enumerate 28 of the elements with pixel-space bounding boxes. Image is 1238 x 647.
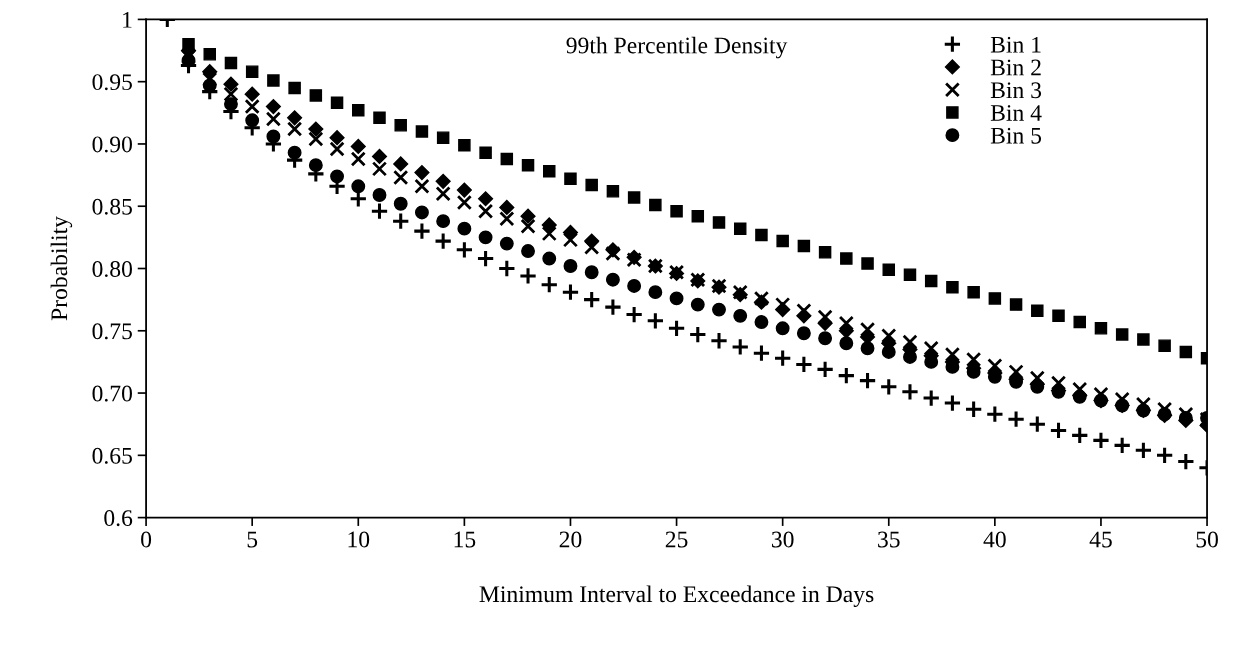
x-tick-label: 25 <box>665 531 688 548</box>
legend-label: Bin 3 <box>990 82 1042 99</box>
legend-label: Bin 5 <box>990 127 1042 144</box>
x-tick-label: 5 <box>247 531 258 548</box>
x-tick-label: 10 <box>348 531 370 548</box>
x-tick-label: 20 <box>559 531 582 548</box>
x-tick-label: 50 <box>1196 531 1218 548</box>
y-tick-label: 0.70 <box>92 385 132 402</box>
y-tick-label: 0.90 <box>92 136 132 153</box>
x-tick-label: 45 <box>1089 531 1112 548</box>
y-tick-label: 1 <box>123 12 132 28</box>
x-tick-label: 40 <box>983 531 1006 548</box>
y-tick-label: 0.6 <box>104 510 133 527</box>
x-tick-label: 0 <box>141 531 152 548</box>
x-axis-title: Minimum Interval to Exceedance in Days <box>479 585 874 608</box>
y-axis-title: Probability <box>50 216 73 321</box>
legend-label: Bin 1 <box>990 36 1041 53</box>
legend-label: Bin 2 <box>990 59 1041 76</box>
x-tick-label: 35 <box>878 531 900 548</box>
x-tick-label: 15 <box>454 531 476 548</box>
y-tick-label: 0.75 <box>92 323 132 340</box>
text: 99th Percentile Density <box>566 36 788 59</box>
y-tick-label: 0.85 <box>92 198 132 215</box>
y-tick-label: 0.80 <box>92 261 132 278</box>
x-tick-label: 30 <box>771 531 794 548</box>
y-tick-label: 0.65 <box>92 447 132 464</box>
y-tick-label: 0.95 <box>92 74 132 91</box>
legend-label: Bin 4 <box>990 105 1042 121</box>
